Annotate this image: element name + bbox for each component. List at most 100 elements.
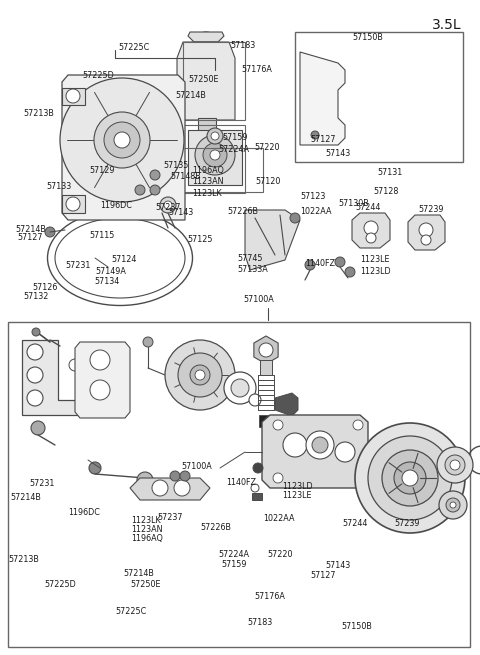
Text: 57150B: 57150B (342, 622, 372, 631)
Circle shape (312, 437, 328, 453)
Ellipse shape (441, 130, 449, 141)
Text: 57224A: 57224A (218, 145, 249, 155)
Bar (295, 32, 463, 162)
Circle shape (60, 78, 184, 202)
Circle shape (355, 423, 465, 533)
Circle shape (259, 343, 273, 357)
Circle shape (253, 463, 263, 473)
Circle shape (382, 450, 438, 506)
Polygon shape (75, 342, 130, 418)
Text: 57226B: 57226B (227, 208, 258, 217)
Circle shape (402, 470, 418, 486)
Polygon shape (130, 478, 210, 500)
Text: 57239: 57239 (395, 519, 420, 529)
Circle shape (45, 227, 55, 237)
Circle shape (419, 223, 433, 237)
Text: 1123LK: 1123LK (132, 515, 161, 525)
Polygon shape (262, 415, 368, 488)
Bar (8, 322, 470, 647)
Circle shape (27, 344, 43, 360)
Circle shape (150, 170, 160, 180)
Polygon shape (254, 336, 278, 364)
Text: 57126: 57126 (33, 283, 58, 292)
Text: 1123LK: 1123LK (192, 189, 222, 198)
Circle shape (90, 380, 110, 400)
Circle shape (335, 257, 345, 267)
Text: 57127: 57127 (17, 233, 43, 242)
Circle shape (27, 367, 43, 383)
Text: 57225D: 57225D (44, 580, 76, 590)
Text: 57143: 57143 (325, 149, 350, 157)
Circle shape (114, 132, 130, 148)
Text: 1123LE: 1123LE (360, 255, 389, 265)
Ellipse shape (196, 32, 216, 46)
Text: 57244: 57244 (343, 519, 368, 529)
Circle shape (290, 213, 300, 223)
Text: 57213B: 57213B (23, 109, 54, 117)
Text: 57127: 57127 (310, 136, 336, 145)
Polygon shape (62, 75, 185, 220)
Text: 57159: 57159 (222, 560, 247, 569)
Circle shape (152, 480, 168, 496)
Text: 57132: 57132 (23, 292, 48, 301)
Circle shape (27, 390, 43, 406)
Text: 57130B: 57130B (338, 198, 369, 208)
Text: 57214B: 57214B (15, 225, 46, 234)
Circle shape (366, 233, 376, 243)
Text: 57176A: 57176A (241, 66, 272, 75)
Text: 1140FZ: 1140FZ (305, 259, 335, 267)
Text: 57250E: 57250E (131, 580, 161, 590)
Text: 57143: 57143 (325, 561, 351, 570)
Circle shape (207, 128, 223, 144)
Text: 3.5L: 3.5L (432, 18, 462, 32)
Text: 57143: 57143 (168, 208, 193, 217)
Text: 1022AA: 1022AA (263, 514, 295, 523)
Circle shape (150, 185, 160, 195)
Bar (183, 42, 245, 120)
Circle shape (306, 431, 334, 459)
Text: 1196DC: 1196DC (100, 200, 132, 210)
Circle shape (180, 471, 190, 481)
Ellipse shape (180, 110, 232, 120)
Polygon shape (22, 340, 90, 415)
Text: 57183: 57183 (230, 41, 255, 50)
Bar (183, 125, 245, 193)
Circle shape (368, 436, 452, 520)
Text: 57237: 57237 (155, 204, 180, 212)
Polygon shape (408, 215, 445, 250)
Text: 57231: 57231 (65, 261, 90, 269)
Circle shape (353, 420, 363, 430)
Ellipse shape (431, 88, 449, 112)
Circle shape (283, 433, 307, 457)
Text: 57224A: 57224A (218, 550, 249, 559)
Circle shape (421, 235, 431, 245)
Text: 57244: 57244 (355, 204, 380, 212)
Text: 57133A: 57133A (237, 265, 268, 274)
Text: 57250E: 57250E (188, 75, 218, 83)
Circle shape (66, 89, 80, 103)
Text: 57226B: 57226B (201, 523, 232, 533)
Circle shape (249, 394, 261, 406)
Circle shape (66, 197, 80, 211)
Circle shape (273, 473, 283, 483)
Circle shape (439, 491, 467, 519)
Text: 57214B: 57214B (124, 569, 155, 578)
Ellipse shape (190, 48, 222, 62)
Circle shape (137, 472, 153, 488)
Circle shape (211, 132, 219, 140)
Text: 57225C: 57225C (115, 607, 146, 616)
Polygon shape (62, 88, 85, 105)
Circle shape (31, 421, 45, 435)
Text: 1196AQ: 1196AQ (192, 166, 224, 174)
Text: 57220: 57220 (267, 550, 292, 559)
Circle shape (305, 260, 315, 270)
Bar (423, 450, 431, 466)
Polygon shape (188, 32, 224, 42)
Text: 1123LD: 1123LD (282, 481, 313, 491)
Bar (432, 450, 440, 466)
Polygon shape (300, 52, 345, 145)
Bar (378, 450, 386, 466)
Circle shape (90, 350, 110, 370)
Polygon shape (62, 195, 85, 213)
Circle shape (450, 502, 456, 508)
